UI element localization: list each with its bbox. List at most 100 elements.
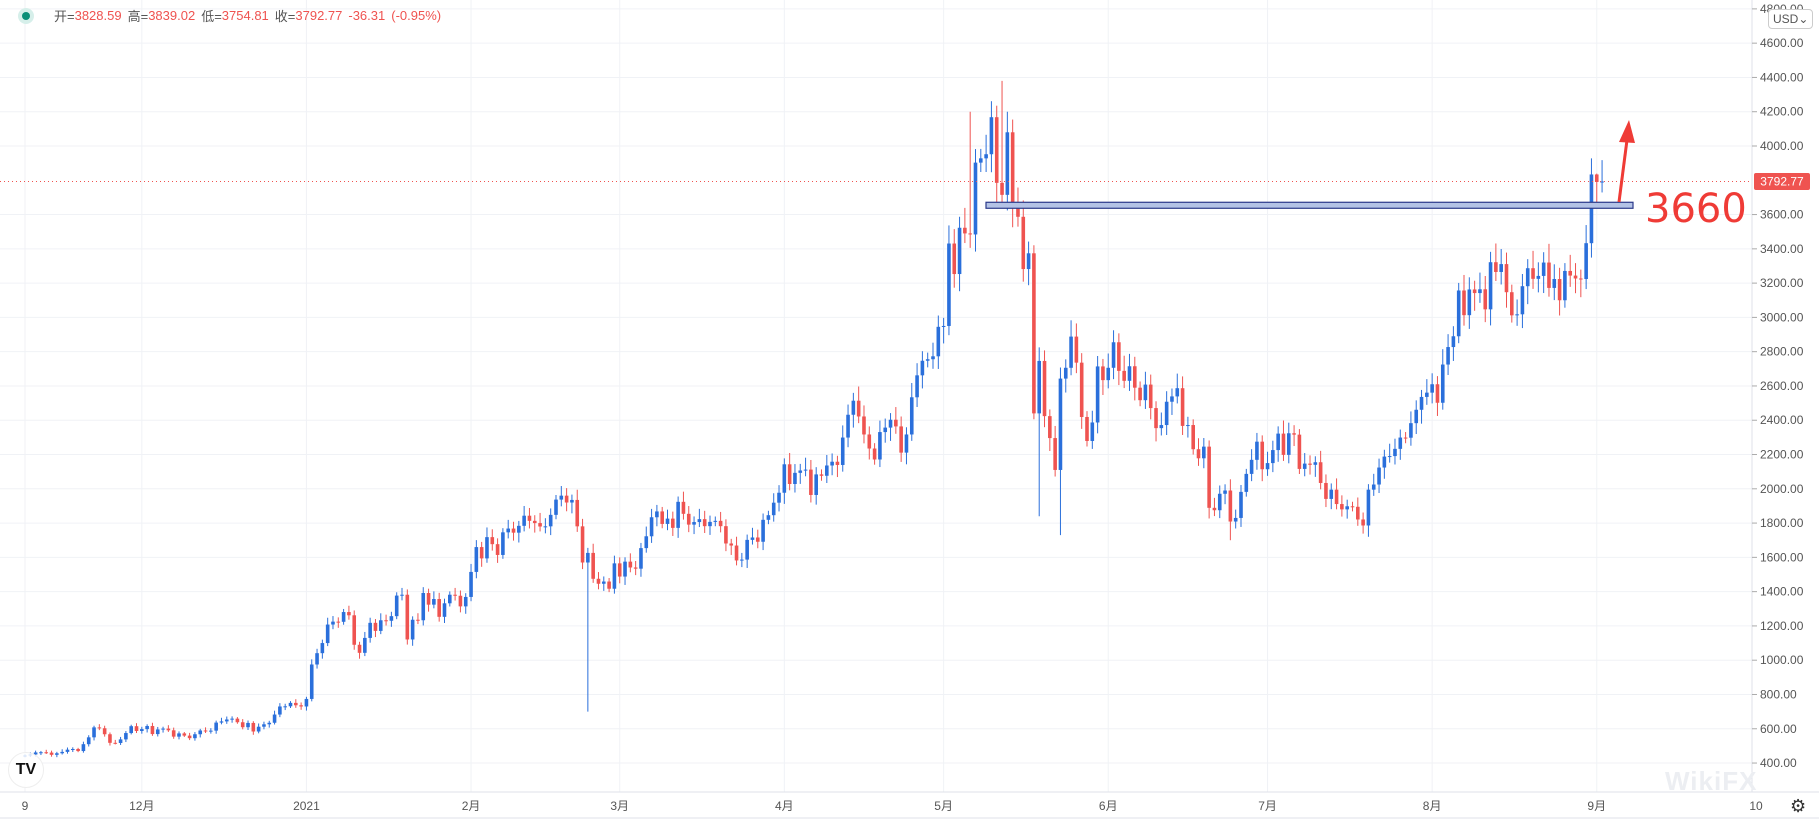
candle-body — [1042, 360, 1047, 417]
candle-body — [676, 501, 680, 528]
candle-body — [761, 519, 765, 542]
candle-body — [1276, 433, 1280, 451]
candle-body — [575, 499, 580, 527]
candle-body — [1037, 360, 1042, 414]
candle-body — [70, 748, 75, 750]
price-axis[interactable] — [1752, 0, 1819, 821]
watermark: WikiFX — [1665, 766, 1758, 796]
candle-body — [426, 593, 431, 605]
x-tick-label: 2月 — [462, 799, 481, 813]
candle-body — [1148, 384, 1153, 409]
candle-body — [1563, 270, 1567, 301]
candle-body — [766, 515, 771, 520]
candle-body — [1106, 367, 1111, 381]
y-tick-label: 4000.00 — [1760, 139, 1804, 153]
x-tick-label: 10 — [1749, 799, 1763, 813]
tradingview-logo[interactable]: TV — [8, 752, 44, 788]
candle-body — [49, 752, 54, 755]
last-price-text: 3792.77 — [1760, 175, 1804, 189]
candle-body — [65, 749, 70, 752]
candle-body — [639, 548, 643, 569]
candle-body — [463, 596, 468, 607]
candle-body — [235, 718, 240, 723]
candle-body — [909, 397, 914, 435]
candle-body — [1207, 446, 1211, 508]
candle-body — [904, 434, 909, 453]
candle-body — [1127, 366, 1132, 381]
candle-body — [570, 499, 574, 503]
candle-body — [1026, 253, 1031, 270]
candle-body — [1239, 491, 1243, 518]
candle-body — [554, 499, 558, 515]
candle-body — [1260, 441, 1265, 470]
candle-body — [193, 734, 197, 739]
candle-body — [1016, 208, 1020, 217]
candle-body — [1409, 423, 1413, 438]
candle-body — [830, 461, 834, 466]
candle-body — [363, 637, 367, 653]
low-label: 低= — [201, 9, 222, 24]
candle-body — [655, 511, 659, 518]
support-level-box[interactable] — [985, 201, 1634, 209]
candle-body — [1233, 517, 1238, 522]
candle-body — [1573, 275, 1578, 279]
candle-body — [543, 526, 548, 528]
candle-body — [182, 733, 187, 736]
candle-body — [1111, 342, 1116, 368]
candle-body — [1117, 342, 1121, 371]
candle-body — [1525, 268, 1530, 287]
candle-body — [1318, 462, 1323, 483]
candle-body — [272, 714, 277, 723]
currency-button[interactable]: USD⌄ — [1768, 9, 1814, 29]
candle-body — [580, 526, 585, 563]
candle-body — [1467, 289, 1472, 316]
candle-body — [718, 520, 723, 527]
y-tick-label: 1400.00 — [1760, 585, 1804, 599]
candle-body — [1191, 425, 1195, 450]
candle-body — [984, 154, 988, 159]
candle-body — [936, 326, 941, 357]
candle-body — [1393, 448, 1397, 457]
candle-body — [416, 619, 420, 621]
candle-body — [283, 706, 287, 708]
candle-body — [867, 434, 872, 449]
y-tick-label: 3000.00 — [1760, 310, 1804, 324]
candle-body — [920, 360, 925, 376]
candle-body — [697, 519, 702, 523]
candle-body — [1154, 408, 1158, 429]
x-tick-label: 5月 — [934, 799, 953, 813]
time-axis[interactable] — [0, 792, 1819, 821]
candle-body — [1414, 409, 1419, 424]
annotation-arrow[interactable] — [1617, 120, 1635, 203]
candle-body — [771, 502, 776, 516]
candle-body — [262, 724, 266, 727]
candle-body — [968, 233, 972, 235]
candle-body — [341, 612, 346, 622]
candle-body — [1196, 449, 1201, 459]
candle-body — [405, 594, 410, 640]
candle-body — [883, 427, 888, 433]
candle-body — [1005, 132, 1010, 195]
gear-icon[interactable]: ⚙ — [1790, 796, 1807, 816]
candle-body — [548, 514, 553, 527]
candle-body — [1180, 388, 1185, 426]
y-tick-labels: 4800.004600.004400.004200.004000.003600.… — [1752, 2, 1804, 770]
candle-body — [1483, 289, 1488, 310]
candle-body — [798, 470, 803, 473]
high-value: 3839.02 — [148, 8, 196, 23]
candle-body — [1488, 262, 1493, 310]
candle-body — [894, 419, 898, 427]
candle-body — [1079, 362, 1084, 417]
candle-body — [517, 525, 521, 533]
candle-body — [113, 742, 118, 744]
candle-body — [607, 581, 611, 589]
candle-body — [150, 726, 155, 735]
candle-body — [1430, 384, 1434, 393]
candle-body — [787, 464, 792, 485]
candle-body — [1425, 392, 1429, 397]
candle-body — [320, 643, 325, 654]
candle-body — [421, 593, 426, 621]
candle-body — [294, 702, 298, 706]
candle-body — [1074, 336, 1079, 363]
